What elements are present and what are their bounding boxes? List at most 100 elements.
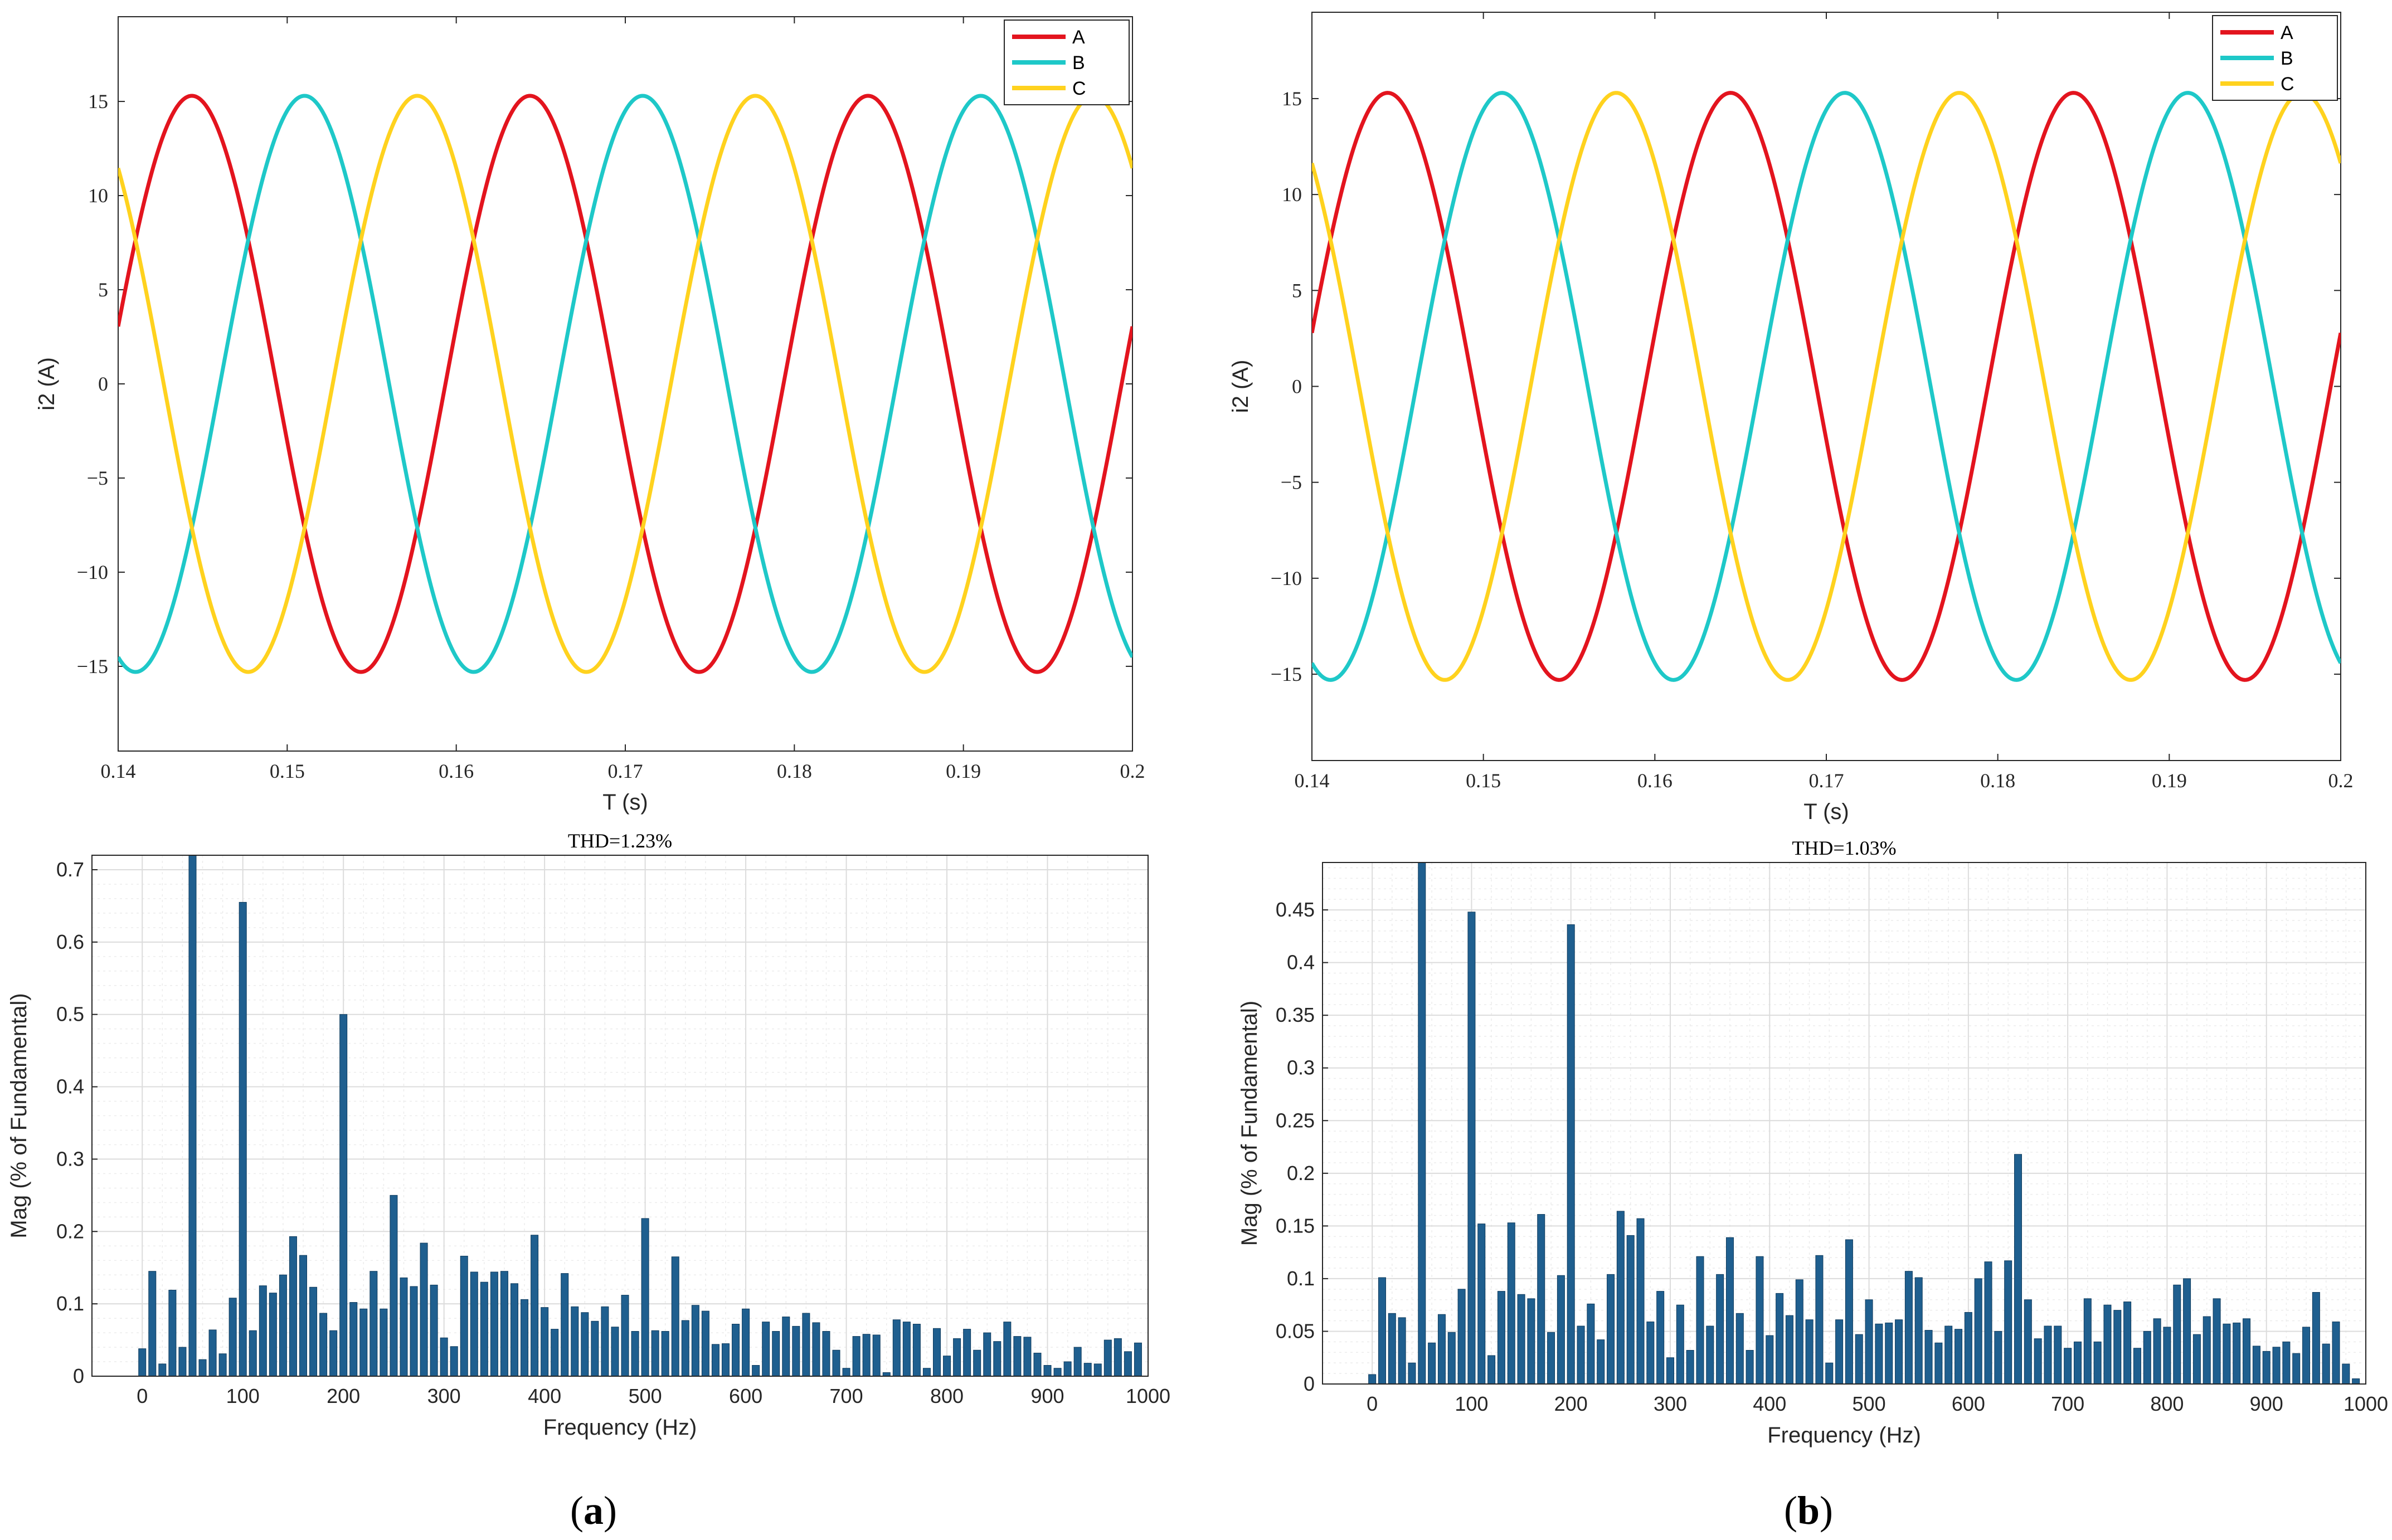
bar (2113, 1310, 2122, 1385)
bar (752, 1365, 760, 1377)
bar (2153, 1318, 2161, 1385)
bar (2024, 1299, 2032, 1385)
y-tick-label: 0 (73, 1364, 84, 1387)
bar (1924, 1330, 1933, 1385)
bar (1408, 1362, 1416, 1385)
bar (2213, 1298, 2221, 1385)
bar (2163, 1327, 2171, 1385)
bar (1994, 1331, 2002, 1385)
y-tick-label: 0 (1292, 376, 1302, 398)
x-tick-label: 0.19 (946, 760, 981, 782)
bar (148, 1271, 157, 1377)
bar (1636, 1218, 1645, 1385)
bar (339, 1014, 348, 1377)
bar (1835, 1319, 1844, 1385)
bar (1865, 1299, 1873, 1385)
bar (1676, 1304, 1684, 1385)
bar (1547, 1332, 1555, 1385)
bar (309, 1286, 318, 1377)
bar (2233, 1322, 2241, 1385)
y-tick-label: 0.35 (1276, 1003, 1315, 1026)
legend-label-a: A (1072, 27, 1085, 48)
x-axis-label: T (s) (1803, 800, 1849, 824)
x-tick-label: 400 (1753, 1392, 1786, 1415)
x-tick-label: 900 (2250, 1392, 2283, 1415)
x-tick-label: 0.18 (1980, 769, 2015, 792)
bar (661, 1331, 669, 1377)
series-line-c (1312, 91, 2341, 682)
bar (1093, 1363, 1102, 1377)
bar (762, 1322, 770, 1377)
y-tick-label: 0 (1304, 1372, 1315, 1395)
x-tick-label: 800 (2150, 1392, 2184, 1415)
bar (289, 1236, 297, 1377)
bar (2143, 1331, 2151, 1385)
series-line-b (1312, 91, 2341, 682)
bar (249, 1330, 257, 1377)
bar (591, 1320, 599, 1377)
bar (319, 1313, 328, 1377)
bar (299, 1255, 307, 1377)
x-tick-label: 800 (930, 1385, 964, 1407)
bar (1527, 1298, 1535, 1385)
bar (470, 1271, 478, 1377)
bar (390, 1195, 398, 1377)
bar (651, 1330, 659, 1377)
bar (460, 1255, 468, 1377)
x-tick-label: 0.14 (101, 760, 136, 782)
bar (1944, 1325, 1953, 1385)
x-tick-label: 600 (729, 1385, 762, 1407)
bar (1686, 1349, 1694, 1385)
y-tick-label: 5 (1292, 279, 1302, 301)
y-tick-label: 0.6 (56, 930, 84, 953)
bar (1103, 1339, 1112, 1377)
bar (912, 1324, 921, 1377)
y-tick-label: −15 (1271, 663, 1302, 685)
bar (1033, 1352, 1042, 1377)
bar (1597, 1339, 1605, 1385)
bar (792, 1325, 800, 1377)
plot-area (1323, 862, 2366, 1384)
bar (2004, 1260, 2012, 1385)
bar (1875, 1323, 1883, 1385)
legend-label-c: C (1072, 78, 1086, 99)
bar (1616, 1211, 1625, 1385)
bar (772, 1331, 780, 1377)
bar (611, 1327, 619, 1377)
bar (561, 1273, 569, 1377)
bar (2252, 1346, 2260, 1385)
waveform-chart-a: 0.14 0.15 0.16 0.17 0.18 0.19 0.2 15 10 5 0 −5 −10 −1… (35, 16, 1145, 815)
bar (1063, 1361, 1072, 1377)
y-axis-label: Mag (% of Fundamental) (7, 993, 31, 1238)
bar (450, 1346, 458, 1377)
bar (2034, 1338, 2042, 1385)
bar (1914, 1277, 1923, 1385)
legend-label-c: C (2281, 74, 2294, 95)
x-tick-label: 0.16 (1637, 769, 1673, 792)
x-tick-label: 0.2 (2328, 769, 2354, 792)
bar (2064, 1348, 2072, 1385)
x-tick-label: 0 (1367, 1392, 1378, 1415)
bar (2014, 1154, 2022, 1385)
bar (2083, 1298, 2092, 1385)
bar (1964, 1312, 1972, 1385)
x-tick-label: 700 (830, 1385, 863, 1407)
bar (2123, 1302, 2132, 1385)
panel-label-b: (b) (1784, 1488, 1833, 1533)
bar (1587, 1303, 1595, 1385)
y-axis-label: i2 (A) (1228, 360, 1253, 413)
y-tick-label: 0.4 (56, 1075, 84, 1098)
bar (1934, 1342, 1943, 1385)
bar (2203, 1316, 2211, 1385)
bar (500, 1271, 508, 1377)
y-tick-label: −15 (77, 655, 108, 678)
bar (691, 1305, 699, 1377)
bar (2054, 1325, 2062, 1385)
bar (1557, 1275, 1565, 1385)
bar (1567, 924, 1575, 1385)
bar (1073, 1347, 1082, 1377)
bar (329, 1330, 338, 1377)
series-line-a (118, 94, 1132, 674)
y-tick-label: 0.7 (56, 858, 84, 881)
bar (2292, 1353, 2301, 1385)
